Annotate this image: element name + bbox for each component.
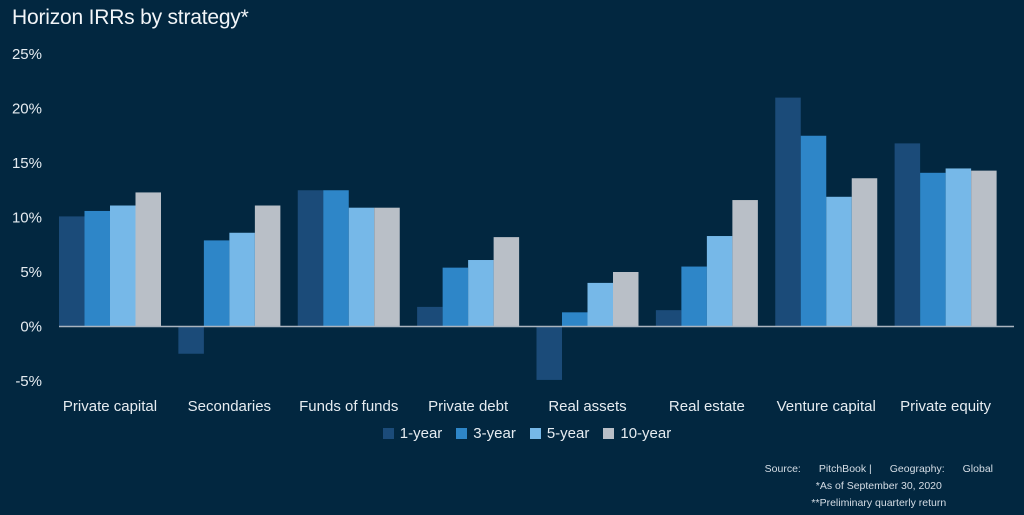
bar-5-year-venture-capital [826,196,852,327]
x-axis: Private capital Secondaries Funds of funds… [63,398,992,415]
bar-5-year-private-equity [945,168,972,327]
bar-5-year-secondaries [229,232,255,327]
y-tick-label: 5% [20,264,42,281]
x-tick-label: Real estate [669,398,745,415]
x-tick-label: Funds of funds [299,398,398,415]
bar-5-year-private-capital [110,205,136,327]
bar-1-year-private-capital [59,216,85,327]
bar-10-year-private-equity [971,170,997,327]
bar-3-year-secondaries [203,240,230,327]
legend-label: 1-year [399,425,443,442]
geography-label: Geography: [889,463,945,475]
legend-swatch [382,428,394,439]
x-tick-label: Venture capital [777,398,876,415]
bar-1-year-secondaries [178,326,204,354]
bar-1-year-private-equity [894,143,921,327]
bar-3-year-private-equity [920,172,946,327]
y-axis: -5% 0% 5% 10% 15% 20% 25% [12,46,42,390]
chart-title: Horizon IRRs by strategy* [12,6,249,29]
bar-5-year-funds-of-funds [348,207,375,327]
geography-value: Global [962,463,993,475]
bar-5-year-private-debt [468,260,494,327]
bar-10-year-private-capital [135,192,161,327]
y-tick-label: 15% [12,155,42,172]
bar-1-year-funds-of-funds [297,190,324,327]
bar-chart: -5% 0% 5% 10% 15% 20% 25% Private capital Secon… [12,46,1014,415]
legend-item-5-year: 5-year [529,425,590,442]
bar-3-year-real-assets [562,312,588,327]
bar-5-year-real-estate [706,236,733,327]
legend-label: 10-year [620,425,672,442]
y-tick-label: 10% [12,210,42,227]
legend-label: 5-year [546,425,590,442]
x-tick-label: Private equity [900,398,991,415]
bar-10-year-real-estate [732,200,758,327]
bar-3-year-venture-capital [800,135,827,327]
y-tick-label: 25% [12,46,42,63]
x-tick-label: Secondaries [188,398,271,415]
bar-5-year-real-assets [587,282,613,327]
bar-3-year-private-debt [442,267,469,327]
x-tick-label: Real assets [548,398,626,415]
y-tick-label: 0% [20,319,42,336]
bar-3-year-funds-of-funds [323,190,349,327]
bar-3-year-real-estate [681,266,707,327]
bar-3-year-private-capital [84,210,110,327]
source-label: Source: [764,463,801,475]
bar-10-year-real-assets [613,272,639,327]
legend-swatch [529,428,541,439]
legend-swatch [456,428,468,439]
bar-10-year-private-debt [493,237,520,327]
bar-1-year-real-estate [655,310,682,327]
y-tick-label: -5% [15,373,42,390]
bars [59,97,997,380]
bar-10-year-funds-of-funds [374,207,400,327]
source-note: Source: PitchBook | Geography: Global *As o… [756,461,1002,512]
legend: 1-year 3-year 5-year 10-year [0,425,1024,442]
source-value: PitchBook | [818,463,872,475]
legend-item-1-year: 1-year [382,425,443,442]
bar-1-year-private-debt [417,306,443,327]
bar-10-year-secondaries [254,205,281,327]
x-tick-label: Private debt [428,398,509,415]
bar-1-year-venture-capital [775,97,801,327]
x-tick-label: Private capital [63,398,157,415]
footnote-preliminary: **Preliminary quarterly return [811,497,947,509]
footnote-as-of: *As of September 30, 2020 [815,480,942,492]
bar-10-year-venture-capital [851,178,878,327]
legend-item-10-year: 10-year [603,425,671,442]
y-tick-label: 20% [12,101,42,118]
legend-label: 3-year [473,425,516,442]
bar-1-year-real-assets [536,326,562,380]
legend-item-3-year: 3-year [456,425,516,442]
legend-swatch [603,428,615,439]
